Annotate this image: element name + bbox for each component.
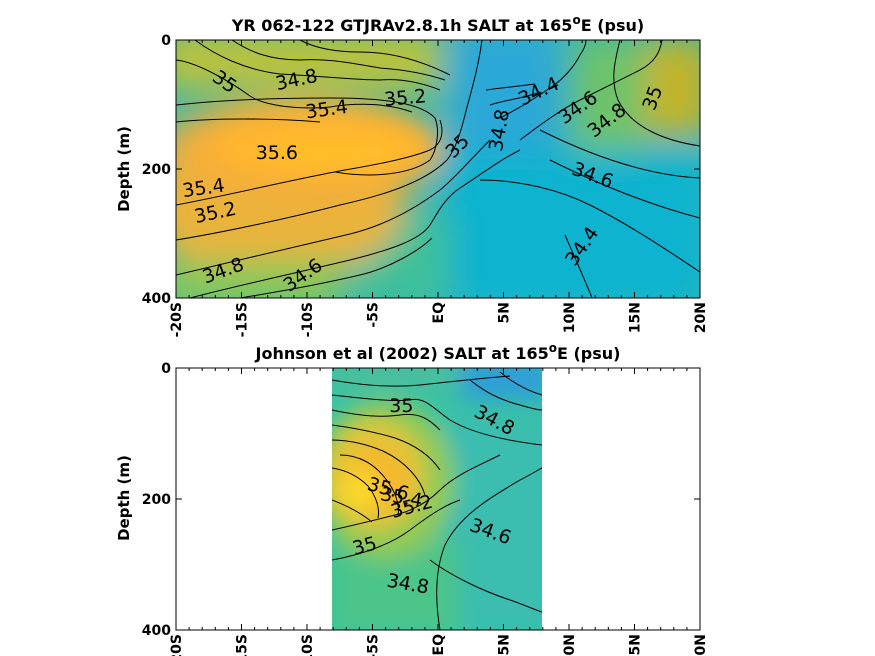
contour-label: 35 <box>389 395 413 417</box>
contour-label: 35.2 <box>383 85 427 111</box>
y-tick-label: 400 <box>142 291 171 307</box>
y-tick-label: 400 <box>142 623 171 639</box>
panel-model-ticks: -20S -15S -10S -5S EQ 5N 10N 15N 20N 0 200 400 <box>142 33 709 337</box>
panel-observations-colorfield <box>332 368 542 630</box>
panel-model-ylabel: Depth (m) <box>115 126 133 212</box>
x-tick-label: -15S <box>235 302 251 337</box>
x-tick-label: 10N <box>562 634 578 656</box>
panel-model: YR 062-122 GTJRAv2.8.1h SALT at 165oE (p… <box>115 13 709 337</box>
y-tick-label: 200 <box>142 162 171 178</box>
panel-model-title: YR 062-122 GTJRAv2.8.1h SALT at 165oE (p… <box>231 13 644 35</box>
x-tick-label: -10S <box>300 302 316 337</box>
x-tick-label: -20S <box>169 634 185 656</box>
x-tick-label: -10S <box>300 634 316 656</box>
x-tick-label: 5N <box>497 634 513 655</box>
x-tick-label: -5S <box>366 634 382 656</box>
x-tick-label: 10N <box>562 302 578 333</box>
panel-observations-ticks: -20S -15S -10S -5S EQ 5N 10N 15N 20N 0 200 400 <box>142 361 709 656</box>
x-tick-label: -5S <box>366 302 382 328</box>
contour-label: 35.6 <box>256 142 298 164</box>
panel-observations: Johnson et al (2002) SALT at 165oE (psu) <box>115 341 709 656</box>
x-tick-label: 15N <box>628 302 644 333</box>
x-tick-label: 15N <box>628 634 644 656</box>
panel-observations-title: Johnson et al (2002) SALT at 165oE (psu) <box>255 341 621 363</box>
y-tick-label: 200 <box>142 492 171 508</box>
y-tick-label: 0 <box>161 33 171 49</box>
x-tick-label: -20S <box>169 302 185 337</box>
x-tick-label: 20N <box>693 302 709 333</box>
panel-observations-ylabel: Depth (m) <box>115 455 133 541</box>
y-tick-label: 0 <box>161 361 171 377</box>
x-tick-label: 20N <box>693 634 709 656</box>
x-tick-label: 5N <box>497 302 513 323</box>
x-tick-label: -15S <box>235 634 251 656</box>
panel-model-colorfield <box>176 40 700 298</box>
x-tick-label: EQ <box>431 302 447 324</box>
x-tick-label: EQ <box>431 634 447 656</box>
